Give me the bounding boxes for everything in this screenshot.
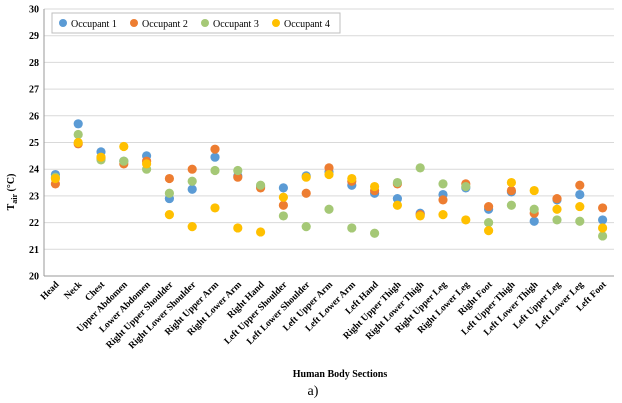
y-tick-label: 23 [29,191,39,202]
data-point-occupant-4 [598,223,608,233]
data-point-occupant-4 [164,209,174,220]
data-point-occupant-3 [301,222,311,232]
data-point-occupant-4 [529,185,539,196]
data-point-occupant-3 [461,181,471,192]
data-point-occupant-3 [256,180,266,190]
x-axis-title: Human Body Sections [293,369,388,380]
y-tick-label: 20 [29,272,39,283]
legend-box [51,12,341,34]
y-axis-title-subscript: air [10,194,19,204]
data-point-occupant-1 [575,189,585,200]
data-point-occupant-1 [210,152,220,162]
data-point-occupant-3 [529,204,539,214]
data-point-occupant-3 [506,200,516,210]
data-point-occupant-4 [415,211,425,221]
legend-label-occupant-1: Occupant 1 [71,19,117,30]
data-point-occupant-2 [484,201,494,212]
data-point-occupant-3 [210,165,220,176]
data-point-occupant-3 [187,176,197,186]
data-point-occupant-3 [484,218,494,228]
y-tick-label: 27 [29,85,39,96]
y-tick-label: 26 [29,111,39,122]
legend-marker-occupant-4 [272,19,280,27]
data-point-occupant-4 [461,215,471,225]
legend-label-occupant-3: Occupant 3 [213,19,259,30]
data-point-occupant-2 [552,193,562,204]
data-point-occupant-2 [187,164,197,174]
data-point-occupant-3 [438,179,448,189]
data-point-occupant-4 [119,141,129,152]
data-point-occupant-4 [552,204,562,214]
data-point-occupant-1 [278,183,288,193]
data-point-occupant-4 [301,172,311,182]
legend-marker-occupant-3 [201,19,209,27]
data-point-occupant-4 [575,201,585,212]
data-point-occupant-2 [301,188,311,198]
y-tick-label: 30 [29,5,39,16]
y-tick-label: 21 [29,245,39,256]
data-point-occupant-2 [506,185,516,196]
data-point-occupant-3 [347,223,357,233]
data-point-occupant-3 [119,156,129,166]
data-point-occupant-4 [324,169,334,180]
figure-caption: a) [308,384,319,399]
data-point-occupant-4 [347,173,357,184]
data-point-occupant-4 [187,222,197,232]
data-point-occupant-4 [506,177,516,188]
data-point-occupant-4 [96,152,106,162]
data-point-occupant-2 [233,172,243,182]
legend-label-occupant-4: Occupant 4 [284,19,330,30]
data-point-occupant-4 [73,137,83,148]
data-point-occupant-2 [438,195,448,205]
y-axis-title: Tair (°C) [6,174,19,211]
data-point-occupant-3 [278,211,288,221]
legend: Occupant 1 Occupant 2 Occupant 3 Occupan… [51,12,341,34]
y-tick-labels: 20 21 22 23 24 25 26 27 28 29 30 [29,5,39,283]
data-point-occupant-1 [529,216,539,226]
y-tick-label: 22 [29,218,39,229]
data-point-occupant-4 [210,203,220,213]
data-point-occupant-2 [164,173,174,184]
data-point-occupant-3 [370,228,380,238]
y-tick-label: 24 [29,165,39,176]
data-point-occupant-2 [210,144,220,154]
data-point-occupant-2 [598,203,608,213]
data-point-occupant-4 [256,227,266,237]
y-axis-title-unit: (°C) [6,174,17,194]
data-point-occupant-2 [278,200,288,210]
data-point-occupant-4 [278,192,288,202]
y-tick-label: 29 [29,31,39,42]
data-point-occupant-4 [50,173,61,184]
data-point-occupant-4 [438,209,448,220]
data-point-occupant-4 [392,200,402,210]
data-point-occupant-4 [233,223,243,233]
legend-marker-occupant-2 [130,19,138,27]
data-point-occupant-1 [392,193,402,204]
data-point-occupant-2 [324,163,334,173]
data-points [50,119,608,241]
data-point-occupant-3 [552,215,562,225]
data-point-occupant-1 [187,184,197,194]
y-tick-label: 25 [29,138,39,149]
legend-marker-occupant-1 [59,19,67,27]
data-point-occupant-3 [598,231,608,241]
y-tick-label: 28 [29,58,39,69]
data-point-occupant-4 [370,181,380,192]
data-point-occupant-3 [324,204,334,214]
data-point-occupant-3 [233,165,243,176]
data-point-occupant-1 [598,215,608,225]
data-point-occupant-3 [73,129,83,140]
data-point-occupant-2 [575,180,585,190]
data-point-occupant-4 [484,226,494,236]
data-point-occupant-3 [415,163,425,173]
data-point-occupant-1 [73,119,83,129]
data-point-occupant-3 [575,216,585,226]
data-point-occupant-4 [142,159,152,169]
data-point-occupant-3 [392,177,402,188]
legend-label-occupant-2: Occupant 2 [142,19,188,30]
data-point-occupant-3 [164,188,174,198]
